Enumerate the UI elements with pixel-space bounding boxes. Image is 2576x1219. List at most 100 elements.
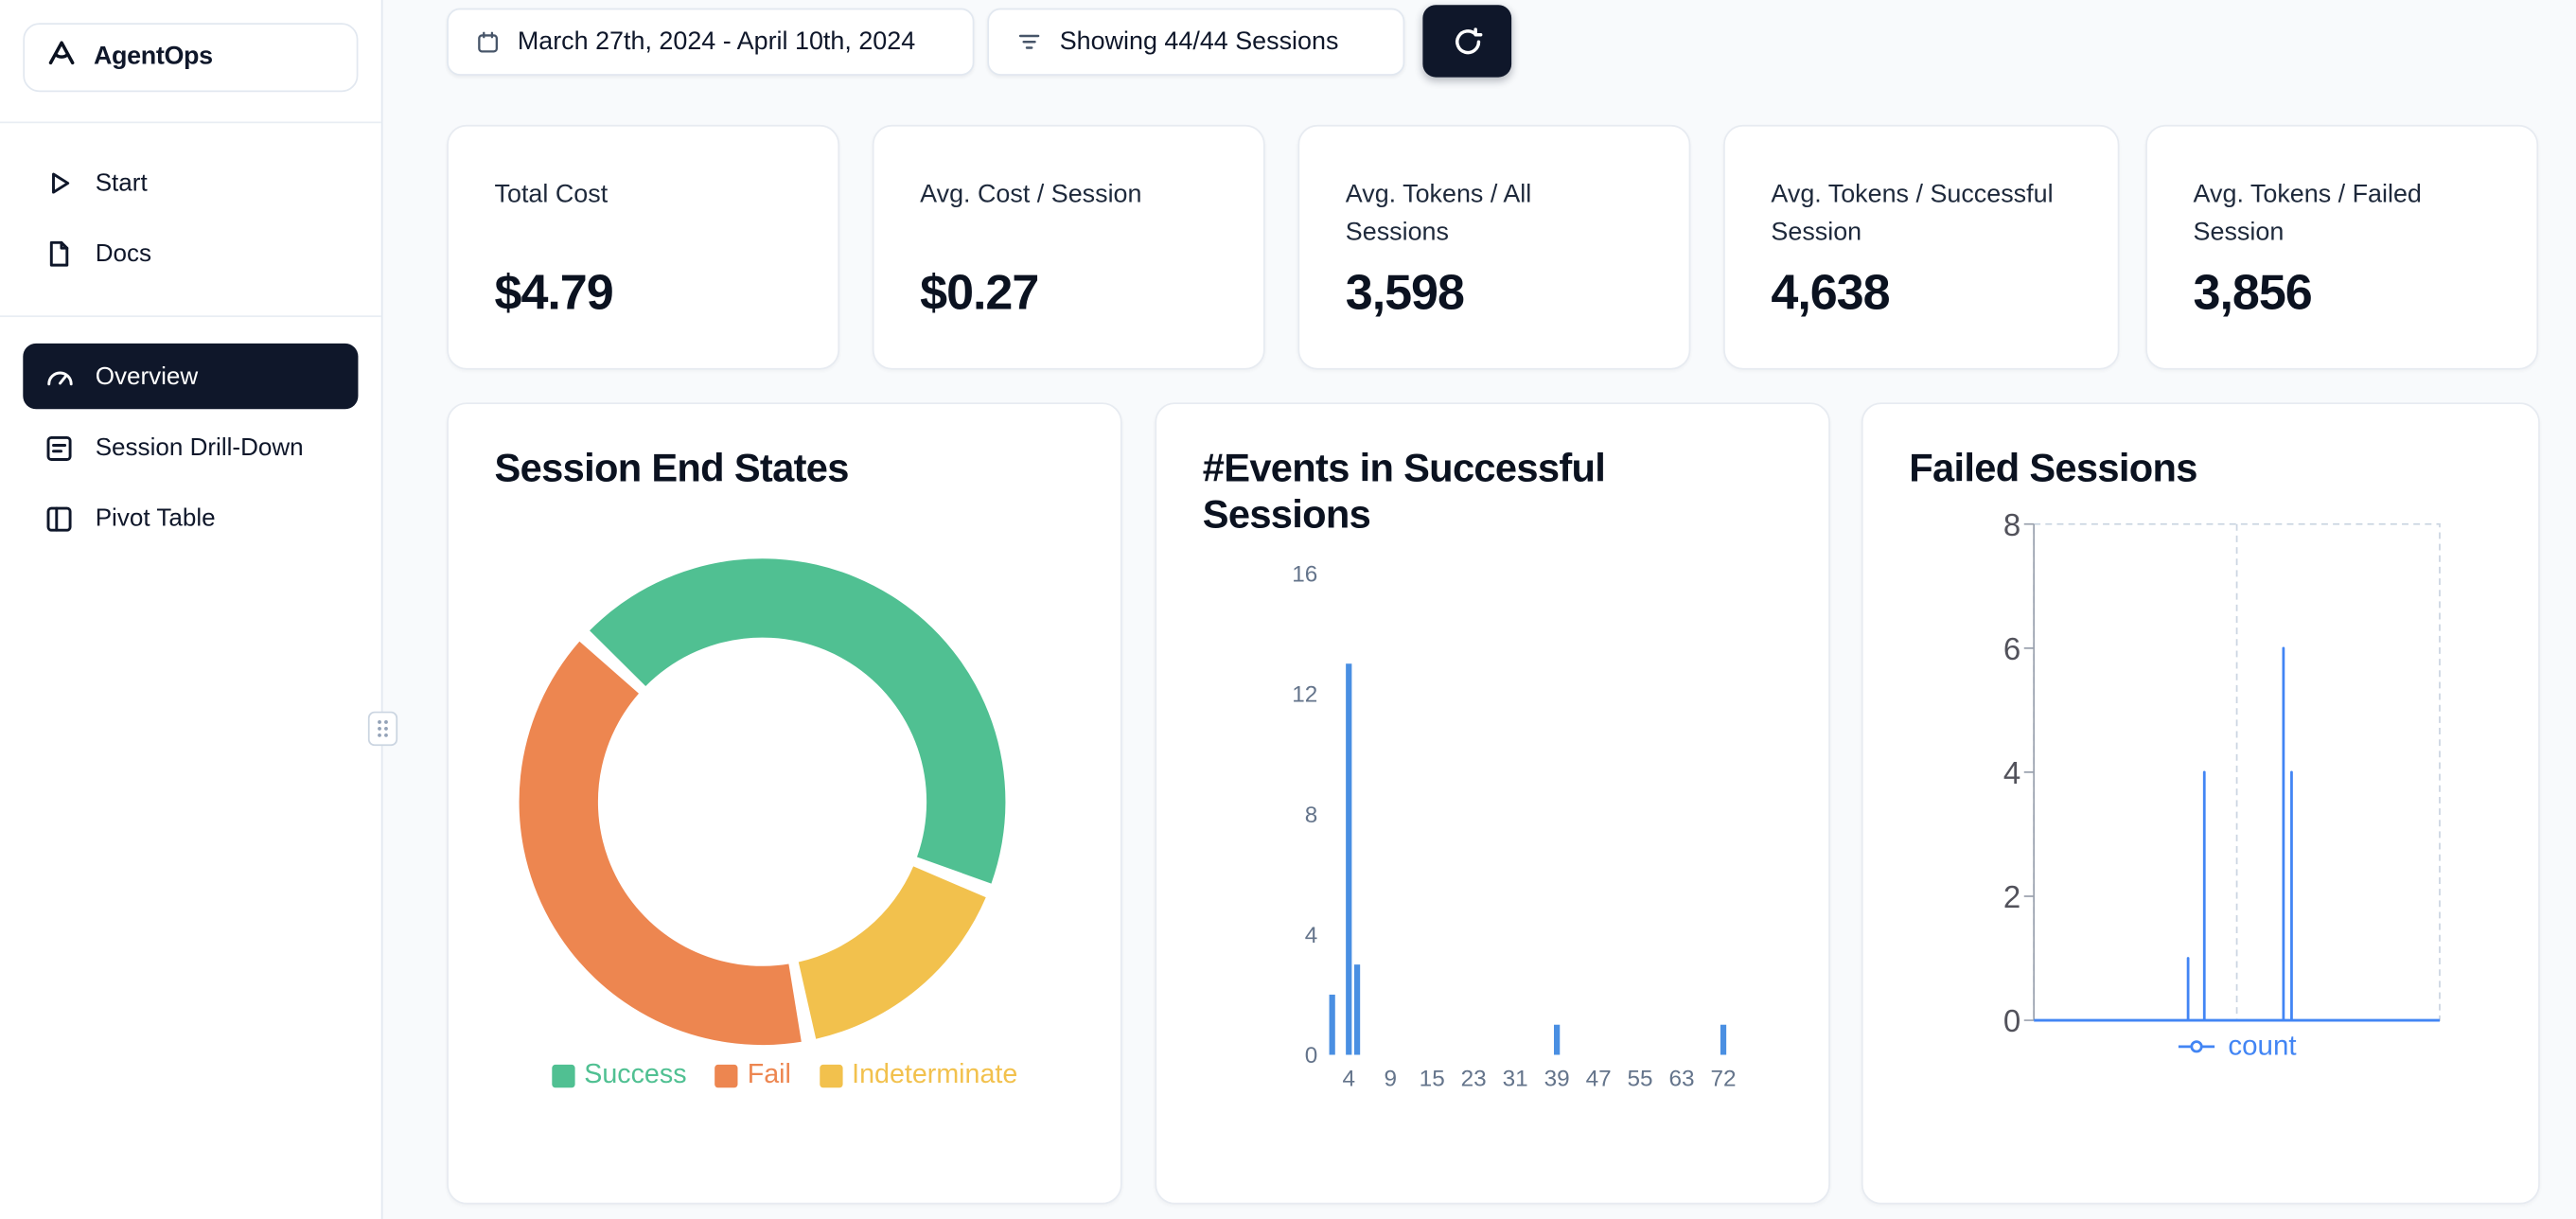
- tick-label: 9: [1384, 1066, 1397, 1091]
- stat-label: Avg. Tokens / Failed Session: [2193, 180, 2422, 247]
- play-icon: [43, 167, 74, 198]
- sidebar-divider: [0, 315, 381, 318]
- tick-label: 16: [1292, 562, 1317, 588]
- calendar-icon: [475, 28, 502, 55]
- tick-label: 31: [1503, 1066, 1528, 1091]
- sidebar-item-label: Overview: [95, 362, 199, 391]
- document-icon: [43, 238, 74, 269]
- tick-label: 8: [1305, 803, 1318, 828]
- session-drilldown-icon: [43, 432, 74, 463]
- drag-dots-icon: [375, 716, 391, 741]
- tick-label: 72: [1710, 1066, 1736, 1091]
- histogram-bar-x39[interactable]: [1553, 1024, 1561, 1055]
- legend-label: Success: [584, 1059, 687, 1089]
- histogram-bar-x4[interactable]: [1346, 663, 1352, 1055]
- sidebar-item-docs[interactable]: Docs: [23, 221, 358, 286]
- tick-label: 55: [1628, 1066, 1653, 1091]
- sidebar-item-pivot-table[interactable]: Pivot Table: [23, 485, 358, 550]
- date-range-button[interactable]: March 27th, 2024 - April 10th, 2024: [447, 8, 975, 76]
- stat-value: 4,638: [1771, 266, 1890, 321]
- app-name: AgentOps: [93, 43, 213, 71]
- tick-label: 0: [1305, 1043, 1318, 1069]
- tick-label: 47: [1586, 1066, 1612, 1091]
- tick-label: 63: [1669, 1066, 1695, 1091]
- sessions-filter-button[interactable]: Showing 44/44 Sessions: [987, 8, 1405, 76]
- sidebar-resize-handle[interactable]: [367, 711, 398, 747]
- failed-sessions-chart: 0 2 4 6 8: [1953, 507, 2512, 1069]
- donut-segment-fail[interactable]: [519, 641, 802, 1046]
- legend-item-success[interactable]: Success: [551, 1059, 687, 1091]
- tick-label: 4: [1305, 923, 1318, 948]
- stat-label: Total Cost: [494, 180, 609, 209]
- stat-value: $4.79: [494, 266, 614, 321]
- histogram-bar-x72[interactable]: [1720, 1024, 1727, 1055]
- sidebar-item-label: Docs: [95, 238, 152, 268]
- donut-segment-success[interactable]: [590, 558, 1006, 884]
- histogram-bar-x5[interactable]: [1353, 964, 1361, 1055]
- legend-swatch: [715, 1064, 738, 1087]
- sidebar: AgentOps Start Docs: [0, 0, 383, 1219]
- legend-item-fail[interactable]: Fail: [715, 1060, 791, 1091]
- gauge-icon: [43, 361, 74, 392]
- sidebar-divider: [0, 121, 381, 124]
- stat-value: 3,856: [2193, 266, 2313, 321]
- stat-value: 3,598: [1345, 266, 1465, 321]
- histogram-bar-x2[interactable]: [1329, 994, 1335, 1055]
- stat-value: $0.27: [920, 266, 1039, 321]
- chart-title: Failed Sessions: [1909, 447, 2197, 492]
- legend-label: Indeterminate: [852, 1059, 1018, 1089]
- donut-segment-indeterminate[interactable]: [798, 866, 986, 1039]
- line-marker-icon: [2178, 1038, 2217, 1054]
- legend-swatch: [551, 1064, 574, 1087]
- session-end-states-chart: [483, 522, 1041, 1081]
- refresh-icon: [1452, 26, 1483, 57]
- agentops-logo-icon: [44, 36, 79, 79]
- chart-title: #Events in Successful Sessions: [1202, 447, 1606, 538]
- sidebar-item-label: Pivot Table: [95, 504, 216, 532]
- sidebar-item-label: Start: [95, 168, 148, 197]
- legend-swatch: [819, 1064, 842, 1087]
- legend-label: Fail: [747, 1059, 791, 1089]
- refresh-button[interactable]: [1422, 5, 1512, 78]
- stat-label: Avg. Tokens / Successful Session: [1771, 180, 2054, 247]
- events-histogram-card: #Events in Successful Sessions 0 4 8 12 16 4 9…: [1155, 402, 1830, 1205]
- sidebar-item-label: Session Drill-Down: [95, 433, 304, 461]
- stat-label: Avg. Tokens / All Sessions: [1345, 180, 1532, 247]
- stat-card-avg-tokens-successful: Avg. Tokens / Successful Session 4,638: [1723, 124, 2120, 370]
- tick-label: 15: [1420, 1066, 1445, 1091]
- stat-label: Avg. Cost / Session: [920, 180, 1142, 209]
- tick-label: 23: [1461, 1066, 1487, 1091]
- date-range-label: March 27th, 2024 - April 10th, 2024: [517, 26, 916, 56]
- logo[interactable]: AgentOps: [23, 23, 359, 93]
- failed-sessions-card: Failed Sessions 0 2 4 6 8 count: [1861, 402, 2540, 1205]
- tick-label: 6: [2003, 631, 2020, 666]
- stat-card-avg-cost-session: Avg. Cost / Session $0.27: [872, 124, 1265, 370]
- chart-title: Session End States: [494, 447, 850, 492]
- main-content: March 27th, 2024 - April 10th, 2024 Show…: [384, 0, 2576, 1219]
- sidebar-primary-nav: Start Docs: [0, 150, 381, 286]
- filter-icon: [1015, 28, 1044, 57]
- tick-label: 12: [1292, 682, 1317, 708]
- count-series-line: [2034, 646, 2440, 1022]
- stat-card-avg-tokens-all: Avg. Tokens / All Sessions 3,598: [1297, 124, 1691, 370]
- sidebar-item-start[interactable]: Start: [23, 150, 358, 215]
- sidebar-item-overview[interactable]: Overview: [23, 343, 359, 410]
- tick-label: 4: [1342, 1066, 1355, 1091]
- tick-label: 4: [2003, 755, 2020, 790]
- tick-label: 39: [1544, 1066, 1570, 1091]
- sidebar-item-session-drill-down[interactable]: Session Drill-Down: [23, 414, 358, 479]
- pivot-table-icon: [43, 502, 74, 533]
- sidebar-views-nav: Overview Session Drill-Down: [0, 343, 381, 551]
- stat-card-total-cost: Total Cost $4.79: [447, 124, 840, 370]
- count-legend[interactable]: count: [2034, 1030, 2440, 1063]
- events-bar-chart: 0 4 8 12 16 4 9 15 23 31 39 47 55 63 72: [1255, 560, 1822, 1103]
- session-end-states-card: Session End States Success Fail Indeterm…: [447, 402, 1122, 1205]
- tick-label: 8: [2003, 511, 2020, 542]
- stat-card-avg-tokens-failed: Avg. Tokens / Failed Session 3,856: [2145, 124, 2539, 370]
- legend-label: count: [2228, 1030, 2297, 1062]
- donut-legend: Success Fail Indeterminate: [449, 1060, 1120, 1091]
- legend-item-indeterminate[interactable]: Indeterminate: [819, 1060, 1017, 1091]
- sessions-filter-label: Showing 44/44 Sessions: [1059, 26, 1339, 56]
- tick-label: 0: [2003, 1003, 2020, 1038]
